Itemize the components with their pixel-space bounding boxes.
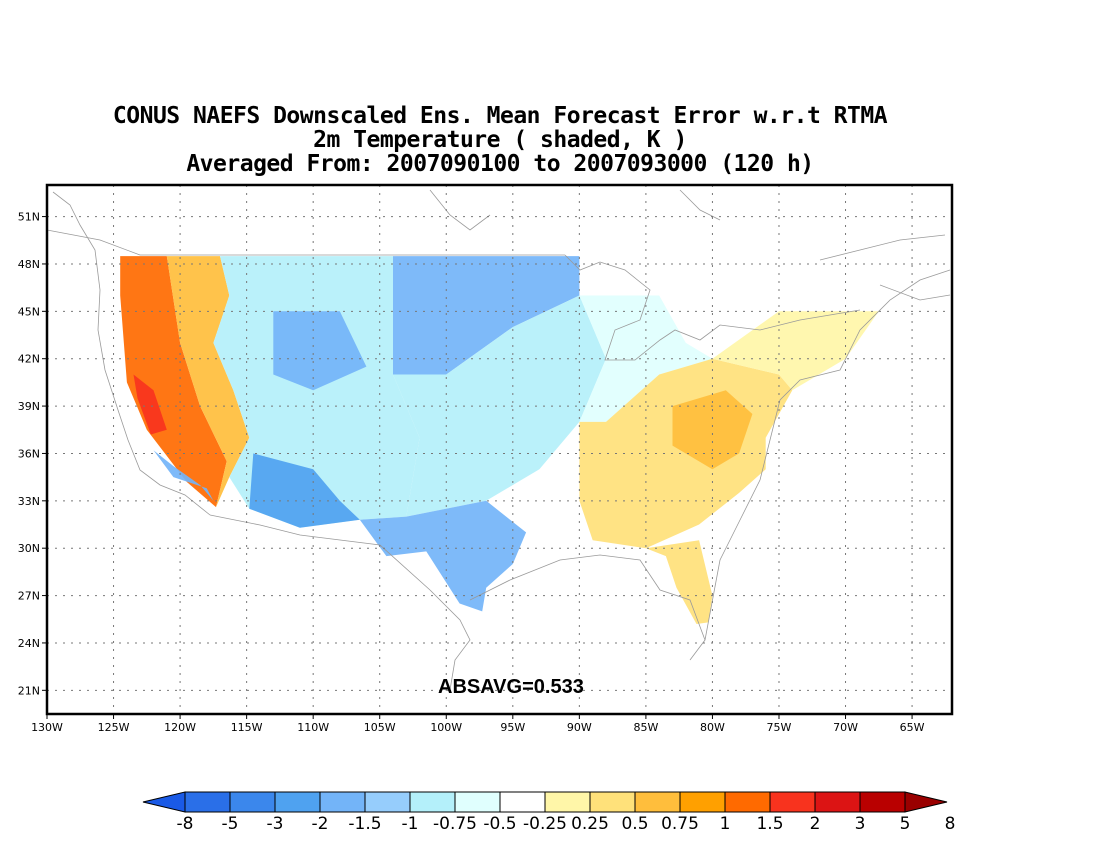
colorbar-swatch	[364, 791, 411, 813]
pacific-coastline	[52, 191, 211, 516]
colorbar-label: -0.75	[433, 814, 477, 834]
lon-tick-label: 80W	[700, 721, 725, 734]
colorbar-swatch	[319, 791, 366, 813]
colorbar-swatch	[409, 791, 456, 813]
region-central-plains	[393, 295, 606, 517]
great-lakes-outline	[564, 254, 861, 361]
colorbar-label: -2	[312, 814, 329, 834]
lat-tick-label: 42N	[18, 353, 40, 366]
colorbar-label: -3	[267, 814, 284, 834]
gulf-coastline	[429, 554, 706, 691]
atlantic-coastline	[704, 269, 951, 641]
colorbar-label: 0.5	[621, 814, 648, 834]
lon-tick-label: 125W	[98, 721, 130, 734]
mexico-border	[209, 514, 431, 591]
region-northeast	[712, 311, 879, 391]
colorbar-label: 3	[855, 814, 866, 834]
colorbar-swatch	[229, 791, 276, 813]
colorbar-label: -0.5	[483, 814, 516, 834]
title-line-1: CONUS NAEFS Downscaled Ens. Mean Forecas…	[112, 103, 888, 129]
lat-tick-label: 39N	[18, 400, 40, 413]
lat-tick-label: 51N	[18, 211, 40, 224]
colorbar-swatch	[274, 791, 321, 813]
lon-tick-label: 120W	[164, 721, 196, 734]
lat-tick-label: 30N	[18, 542, 40, 555]
region-appalachian-warm	[672, 390, 753, 470]
colorbar-label: 1	[720, 814, 731, 834]
lon-tick-label: 110W	[297, 721, 329, 734]
lon-tick-label: 90W	[567, 721, 592, 734]
colorbar-label: 0.75	[661, 814, 699, 834]
colorbar-swatch	[724, 791, 771, 813]
lat-tick-label: 27N	[18, 590, 40, 603]
colorbar-swatch	[814, 791, 861, 813]
colorbar-label: -1.5	[348, 814, 381, 834]
colorbar-swatch	[499, 791, 546, 813]
lon-tick-label: 100W	[430, 721, 462, 734]
region-pacific-margin	[166, 256, 250, 508]
region-pacific-coast	[120, 256, 227, 508]
west-canada-outline	[429, 189, 721, 231]
lat-tick-label: 45N	[18, 305, 40, 318]
lat-tick-label: 24N	[18, 637, 40, 650]
region-great-basin-cool	[273, 311, 367, 391]
plot-frame	[45, 183, 954, 716]
lon-tick-label: 105W	[364, 721, 396, 734]
lon-tick-label: 95W	[500, 721, 525, 734]
colorbar: -8 -5 -3 -2 -1.5 -1 -0.75 -0.5 -0.25 0.25 0.5 0.75 1…	[142, 791, 956, 834]
lon-tick-label: 85W	[633, 721, 658, 734]
colorbar-label: 2	[810, 814, 821, 834]
lat-tick-label: 36N	[18, 447, 40, 460]
colorbar-swatch	[544, 791, 591, 813]
lon-tick-label: 65W	[900, 721, 925, 734]
lon-tick-label: 130W	[31, 721, 63, 734]
colorbar-label: 0.25	[571, 814, 609, 834]
colorbar-label: -5	[222, 814, 239, 834]
region-pacific-core	[133, 374, 167, 435]
colorbar-arrow-high	[904, 791, 948, 813]
colorbar-label: 1.5	[756, 814, 783, 834]
colorbar-swatch	[769, 791, 816, 813]
title-line-3: Averaged From: 2007090100 to 2007093000 …	[186, 151, 814, 177]
northeast-canada-outline	[819, 234, 951, 301]
absavg-label: ABSAVG=0.533	[438, 676, 584, 698]
colorbar-label: -0.25	[523, 814, 567, 834]
colorbar-swatch	[859, 791, 906, 813]
colorbar-swatch	[679, 791, 726, 813]
region-midwest-neutral	[579, 295, 713, 422]
colorbar-label: -1	[402, 814, 419, 834]
lon-tick-label: 75W	[767, 721, 792, 734]
colorbar-swatch	[634, 791, 681, 813]
colorbar-swatch	[184, 791, 231, 813]
colorbar-swatch	[454, 791, 501, 813]
colorbar-label: -8	[177, 814, 194, 834]
region-florida	[645, 540, 713, 624]
lat-tick-label: 33N	[18, 495, 40, 508]
region-socal-coast	[153, 450, 214, 501]
lat-tick-label: 48N	[18, 258, 40, 271]
colorbar-swatch	[589, 791, 636, 813]
colorbar-label: 5	[900, 814, 911, 834]
lat-tick-label: 21N	[18, 684, 40, 697]
region-texas-cool	[359, 500, 527, 612]
region-southwest-cool	[249, 453, 360, 528]
region-northern-plains	[393, 256, 580, 375]
colorbar-label: 8	[945, 814, 956, 834]
title-line-2: 2m Temperature ( shaded, K )	[313, 127, 687, 153]
lon-tick-label: 70W	[833, 721, 858, 734]
canada-border	[47, 229, 565, 256]
lon-tick-label: 115W	[231, 721, 263, 734]
